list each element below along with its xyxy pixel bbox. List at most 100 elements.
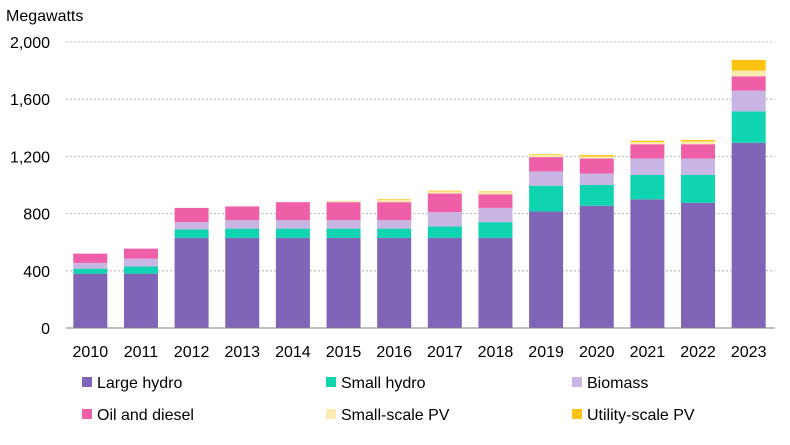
legend-label: Oil and diesel <box>97 407 194 424</box>
bar-segment <box>731 142 766 328</box>
bar-segment <box>73 262 108 269</box>
legend-swatch <box>572 377 582 387</box>
bar-segment <box>630 142 665 145</box>
bar-segment <box>731 59 766 71</box>
bar-segment <box>681 141 716 145</box>
bar-segment <box>73 273 108 328</box>
bar-segment <box>478 207 513 223</box>
y-axis-title: Megawatts <box>6 8 83 25</box>
bar-segment <box>529 154 564 155</box>
bar-segment <box>579 173 614 185</box>
legend-swatch <box>82 409 92 419</box>
legend-label: Large hydro <box>97 375 182 392</box>
bar-segment <box>681 144 716 159</box>
bar-segment <box>478 192 513 195</box>
legend-swatch <box>326 409 336 419</box>
bar-segment <box>326 202 361 221</box>
legend-label: Small-scale PV <box>341 407 450 424</box>
legend-swatch <box>572 409 582 419</box>
bar-segment <box>579 205 614 328</box>
bar-segment <box>427 193 462 213</box>
y-tick-label: 2,000 <box>10 35 50 52</box>
x-tick-label: 2022 <box>680 344 716 361</box>
bar-segment <box>478 191 513 193</box>
bar-segment <box>427 190 462 192</box>
bar-segment <box>73 268 108 274</box>
bar-segment <box>377 202 412 221</box>
legend: Large hydro Small hydro Biomass Oil and die… <box>82 375 695 424</box>
x-tick-label: 2019 <box>528 344 564 361</box>
bar-segment <box>377 200 412 203</box>
bar-segment <box>681 139 716 142</box>
bar-segment <box>579 158 614 174</box>
bar-segment <box>174 207 209 223</box>
gridlines <box>66 41 775 272</box>
legend-label: Small hydro <box>341 375 426 392</box>
x-tick-label: 2012 <box>174 344 210 361</box>
bar-segment <box>529 185 564 212</box>
y-axis-ticks: 0 400 800 1,200 1,600 2,000 <box>10 35 50 338</box>
x-tick-label: 2018 <box>478 344 514 361</box>
bar-segment <box>123 266 158 274</box>
y-tick-label: 400 <box>23 264 50 281</box>
x-tick-label: 2023 <box>731 344 767 361</box>
bar-segment <box>630 144 665 159</box>
x-tick-label: 2013 <box>224 344 260 361</box>
bar-segment <box>275 202 310 221</box>
y-tick-label: 1,600 <box>10 92 50 109</box>
bar-segment <box>427 212 462 227</box>
bar-segment <box>630 140 665 143</box>
bar-segment <box>731 111 766 143</box>
x-tick-label: 2011 <box>124 344 159 361</box>
bar-segment <box>377 237 412 328</box>
bar-segment <box>427 226 462 238</box>
bar-segment <box>275 228 310 238</box>
x-tick-label: 2014 <box>275 344 311 361</box>
x-axis-ticks: 2010 2011 2012 2013 2014 2015 2016 2017 2018 2019… <box>73 344 767 361</box>
legend-label: Utility-scale PV <box>587 407 695 424</box>
x-tick-label: 2016 <box>376 344 412 361</box>
bar-segment <box>225 220 260 229</box>
bar-segment <box>377 220 412 229</box>
bar-segment <box>326 228 361 238</box>
bar-segment <box>123 273 158 328</box>
x-tick-label: 2021 <box>630 344 666 361</box>
bar-segment <box>529 171 564 186</box>
bar-segment <box>529 157 564 172</box>
bar-segment <box>73 253 108 263</box>
bar-segment <box>275 220 310 229</box>
legend-label: Biomass <box>587 375 648 392</box>
bar-segment <box>225 237 260 328</box>
bar-segment <box>326 220 361 229</box>
bar-segment <box>731 76 766 91</box>
bar-segment <box>478 237 513 328</box>
bar-segment <box>731 70 766 77</box>
bar-segment <box>326 237 361 328</box>
bar-segment <box>681 174 716 203</box>
bar-segment <box>681 202 716 328</box>
y-tick-label: 1,200 <box>10 149 50 166</box>
x-tick-label: 2020 <box>579 344 615 361</box>
bars <box>73 59 766 328</box>
bar-segment <box>225 206 260 221</box>
bar-segment <box>174 222 209 230</box>
bar-segment <box>275 237 310 328</box>
legend-swatch <box>82 377 92 387</box>
bar-segment <box>630 199 665 328</box>
x-tick-label: 2010 <box>73 344 109 361</box>
bar-segment <box>174 237 209 328</box>
x-tick-label: 2015 <box>326 344 362 361</box>
bar-segment <box>123 258 158 267</box>
bar-segment <box>377 228 412 238</box>
bar-segment <box>529 211 564 328</box>
bar-segment <box>427 191 462 194</box>
bar-segment <box>529 154 564 158</box>
legend-swatch <box>326 377 336 387</box>
bar-segment <box>731 90 766 112</box>
bar-segment <box>681 158 716 175</box>
bar-segment <box>427 237 462 328</box>
bar-segment <box>579 154 614 157</box>
bar-segment <box>123 248 158 259</box>
bar-segment <box>377 199 412 201</box>
